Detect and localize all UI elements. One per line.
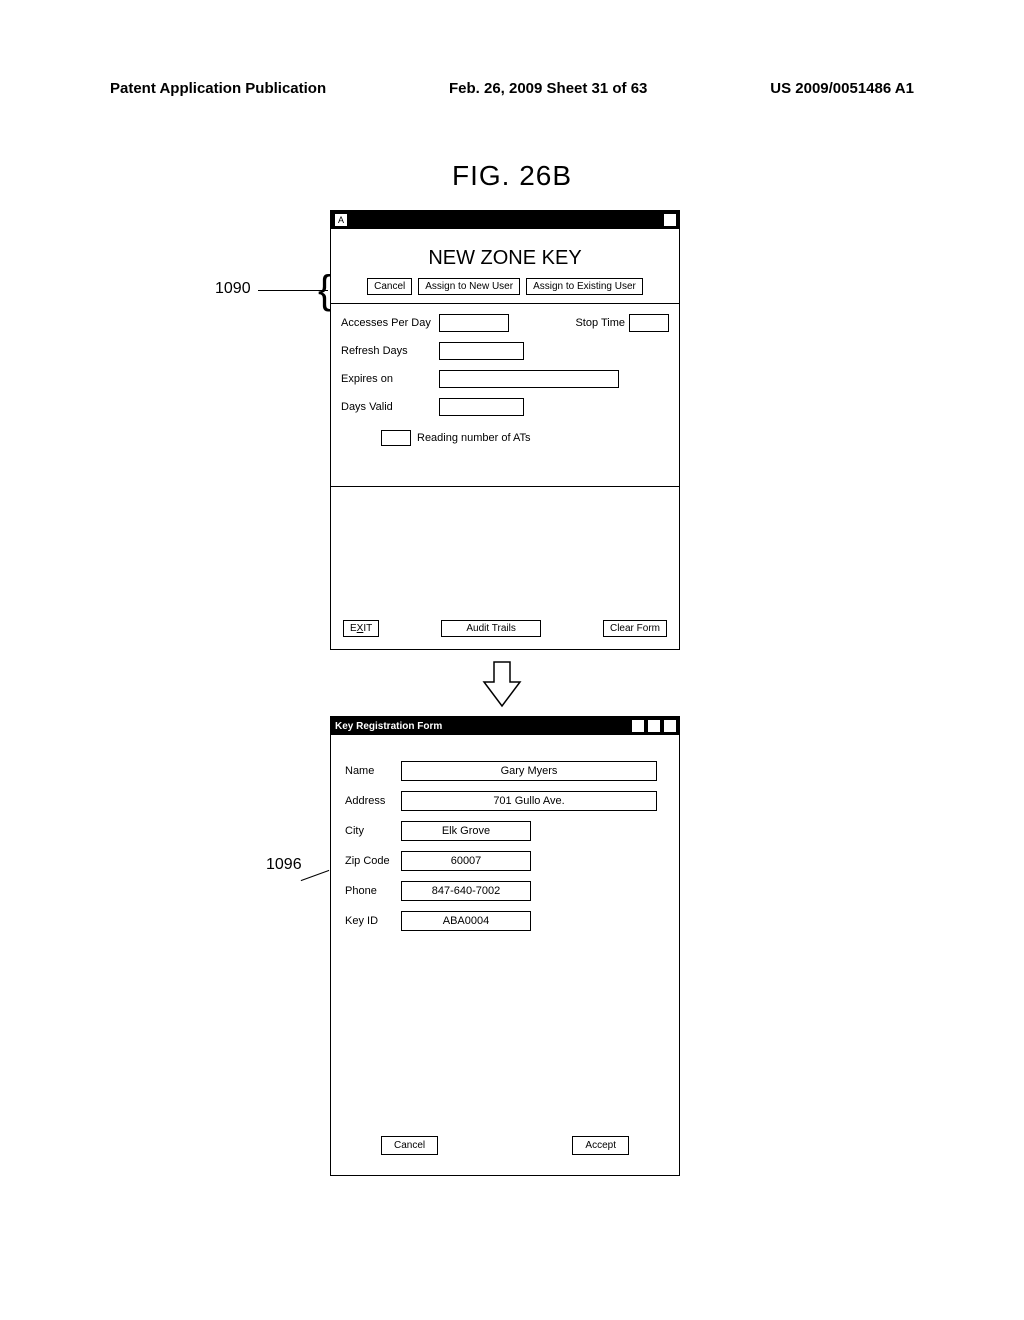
phone-label: Phone [345, 885, 401, 897]
page-header: Patent Application Publication Feb. 26, … [0, 80, 1024, 97]
address-input[interactable] [401, 791, 657, 811]
address-label: Address [345, 795, 401, 807]
keyid-input[interactable] [401, 911, 531, 931]
header-mid: Feb. 26, 2009 Sheet 31 of 63 [449, 80, 647, 97]
minimize-icon[interactable]: – [631, 719, 645, 733]
assign-new-user-button[interactable]: Assign to New User [418, 278, 520, 295]
city-label: City [345, 825, 401, 837]
header-left: Patent Application Publication [110, 80, 326, 97]
exit-button[interactable]: EXIT [343, 620, 379, 637]
zip-input[interactable] [401, 851, 531, 871]
reading-ats-row: Reading number of ATs [381, 430, 669, 446]
city-input[interactable] [401, 821, 531, 841]
phone-input[interactable] [401, 881, 531, 901]
dialog-title: NEW ZONE KEY [341, 247, 669, 270]
maximize-icon[interactable]: ▢ [647, 719, 661, 733]
lead-line [301, 870, 330, 881]
accept-button[interactable]: Accept [572, 1136, 629, 1155]
ref-1096: 1096 [266, 856, 302, 874]
titlebar-text: Key Registration Form [335, 721, 442, 732]
refresh-days-input[interactable] [439, 342, 524, 360]
zip-label: Zip Code [345, 855, 401, 867]
refresh-days-label: Refresh Days [341, 345, 431, 357]
expires-on-input[interactable] [439, 370, 619, 388]
accesses-per-day-label: Accesses Per Day [341, 317, 431, 329]
app-icon: A [335, 214, 347, 226]
assign-existing-user-button[interactable]: Assign to Existing User [526, 278, 643, 295]
audit-trails-button[interactable]: Audit Trails [441, 620, 540, 637]
stop-time-input[interactable] [629, 314, 669, 332]
accesses-per-day-input[interactable] [439, 314, 509, 332]
days-valid-label: Days Valid [341, 401, 431, 413]
keyid-label: Key ID [345, 915, 401, 927]
close-icon[interactable]: ⊠ [663, 213, 677, 227]
figure-title: FIG. 26B [0, 160, 1024, 192]
arrow-down-icon [480, 660, 524, 708]
header-right: US 2009/0051486 A1 [770, 80, 914, 97]
clear-form-button[interactable]: Clear Form [603, 620, 667, 637]
separator [331, 303, 679, 304]
expires-on-label: Expires on [341, 373, 431, 385]
stop-time-label: Stop Time [575, 317, 625, 329]
cancel-button[interactable]: Cancel [367, 278, 412, 295]
close-icon[interactable]: ⊠ [663, 719, 677, 733]
name-input[interactable] [401, 761, 657, 781]
name-label: Name [345, 765, 401, 777]
reading-box [381, 430, 411, 446]
ref-1090: 1090 [215, 280, 251, 298]
days-valid-input[interactable] [439, 398, 524, 416]
key-registration-dialog: Key Registration Form – ▢ ⊠ Name Address… [330, 716, 680, 1176]
titlebar: Key Registration Form – ▢ ⊠ [331, 717, 679, 735]
new-zone-key-dialog: A ⊠ NEW ZONE KEY Cancel Assign to New Us… [330, 210, 680, 650]
separator [331, 486, 679, 487]
reading-label: Reading number of ATs [417, 432, 531, 444]
cancel-button[interactable]: Cancel [381, 1136, 438, 1155]
titlebar: A ⊠ [331, 211, 679, 229]
